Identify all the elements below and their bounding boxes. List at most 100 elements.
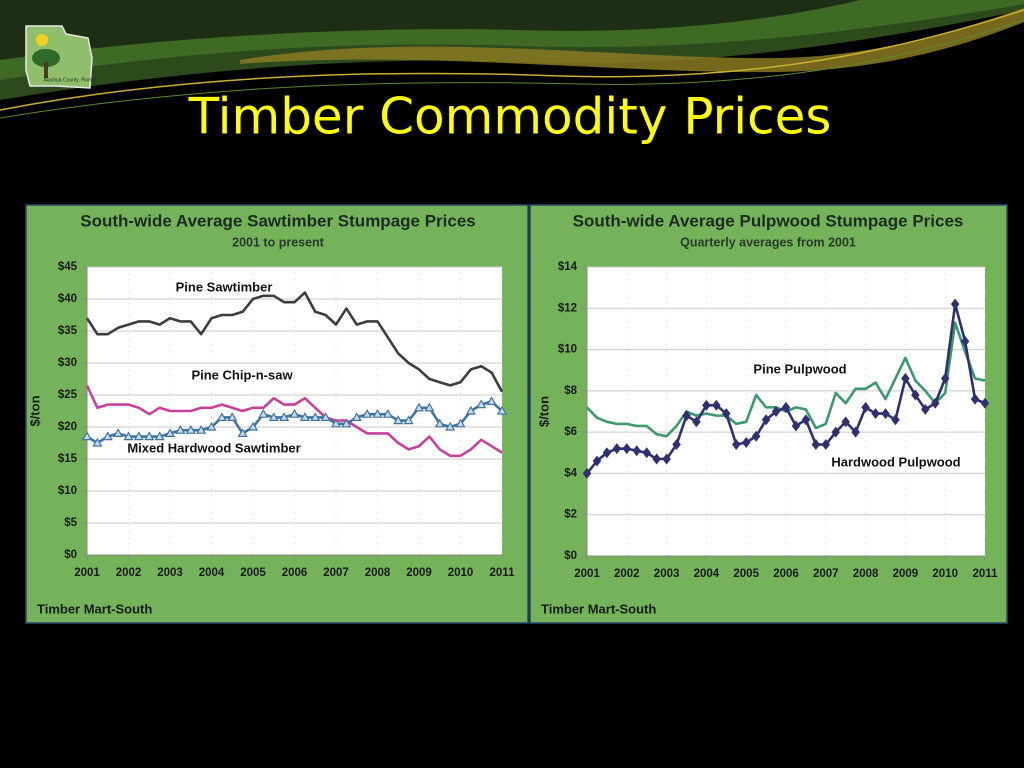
data-point bbox=[672, 439, 681, 451]
data-point bbox=[92, 437, 103, 447]
swoosh-line bbox=[0, 9, 1024, 111]
data-point bbox=[113, 428, 124, 437]
y-tick-label: $2 bbox=[564, 509, 577, 521]
data-point bbox=[206, 421, 217, 431]
data-point bbox=[455, 418, 466, 428]
x-tick-label: 2005 bbox=[733, 568, 759, 580]
y-tick-label: $8 bbox=[564, 385, 577, 397]
data-point bbox=[861, 401, 870, 413]
x-tick-label: 2011 bbox=[490, 567, 516, 579]
x-tick-label: 2006 bbox=[773, 568, 799, 580]
data-point bbox=[712, 399, 721, 411]
data-point bbox=[258, 408, 269, 418]
data-point bbox=[881, 408, 890, 420]
chart-title: South-wide Average Sawtimber Stumpage Pr… bbox=[80, 211, 476, 230]
y-tick-label: $12 bbox=[558, 302, 577, 314]
data-point bbox=[642, 447, 651, 459]
data-point bbox=[382, 408, 393, 418]
data-point bbox=[133, 431, 144, 441]
x-tick-label: 2011 bbox=[973, 568, 999, 580]
y-axis-label: $/ton bbox=[536, 396, 551, 427]
data-point bbox=[175, 424, 186, 434]
data-point bbox=[970, 393, 980, 405]
data-point bbox=[310, 412, 321, 421]
data-point bbox=[960, 335, 970, 347]
data-point bbox=[950, 298, 960, 310]
x-tick-label: 2007 bbox=[813, 568, 839, 580]
data-point bbox=[612, 443, 622, 455]
y-tick-label: $15 bbox=[58, 453, 78, 465]
series-line bbox=[85, 291, 504, 393]
data-point bbox=[731, 439, 741, 451]
x-tick-label: 2004 bbox=[694, 568, 720, 580]
data-point bbox=[351, 412, 362, 421]
y-tick-label: $4 bbox=[564, 467, 577, 479]
data-point bbox=[801, 414, 811, 426]
series-label: Pine Sawtimber bbox=[176, 279, 273, 294]
data-point bbox=[434, 418, 445, 428]
chart-subtitle: Quarterly averages from 2001 bbox=[680, 235, 856, 249]
x-tick-label: 2004 bbox=[199, 567, 225, 579]
logo-trunk bbox=[44, 62, 48, 78]
y-tick-label: $6 bbox=[564, 426, 577, 438]
y-tick-label: $5 bbox=[64, 517, 77, 529]
data-point bbox=[702, 399, 711, 411]
y-tick-label: $10 bbox=[58, 485, 77, 497]
charts: South-wide Average Sawtimber Stumpage Pr… bbox=[25, 204, 1008, 624]
data-point bbox=[341, 418, 352, 428]
chart: South-wide Average Sawtimber Stumpage Pr… bbox=[25, 204, 529, 624]
source: Timber Mart-South bbox=[541, 601, 656, 616]
y-tick-label: $10 bbox=[558, 344, 577, 356]
x-tick-label: 2009 bbox=[406, 567, 432, 579]
x-tick-label: 2003 bbox=[157, 567, 183, 579]
data-point bbox=[771, 406, 781, 417]
data-point bbox=[781, 401, 791, 413]
data-point bbox=[279, 412, 290, 421]
series-label: Pine Pulpwood bbox=[753, 361, 846, 376]
y-tick-label: $45 bbox=[58, 261, 78, 273]
data-point bbox=[164, 428, 176, 437]
y-tick-label: $25 bbox=[58, 389, 78, 401]
data-point bbox=[652, 453, 661, 465]
data-point bbox=[632, 445, 642, 457]
data-point bbox=[930, 397, 940, 409]
x-tick-label: 2010 bbox=[448, 567, 474, 579]
data-point bbox=[247, 421, 259, 431]
data-point bbox=[299, 412, 310, 421]
chart-subtitle: 2001 to present bbox=[232, 235, 325, 249]
y-tick-label: $35 bbox=[58, 325, 78, 337]
logo-text: Alachua County, Florida bbox=[44, 77, 97, 83]
chart-title: South-wide Average Pulpwood Stumpage Pri… bbox=[573, 211, 964, 230]
swoosh bbox=[0, 0, 860, 60]
data-point bbox=[741, 436, 751, 448]
y-tick-label: $0 bbox=[64, 549, 77, 561]
x-tick-label: 2001 bbox=[74, 567, 100, 579]
data-point bbox=[330, 418, 342, 428]
data-point bbox=[102, 431, 113, 441]
data-point bbox=[413, 402, 425, 412]
data-point bbox=[227, 412, 238, 421]
data-point bbox=[602, 447, 612, 459]
series-line bbox=[85, 384, 503, 458]
data-point bbox=[761, 414, 771, 426]
chart: South-wide Average Pulpwood Stumpage Pri… bbox=[529, 204, 1008, 624]
source: Timber Mart-South bbox=[37, 601, 152, 616]
data-point bbox=[622, 443, 632, 455]
y-axis-label: $/ton bbox=[27, 395, 42, 426]
data-point bbox=[662, 453, 671, 465]
slide-title: Timber Commodity Prices bbox=[188, 88, 832, 146]
data-point bbox=[424, 402, 435, 412]
data-point bbox=[476, 399, 487, 409]
data-point bbox=[486, 396, 497, 405]
data-point bbox=[911, 389, 920, 401]
data-point bbox=[268, 412, 279, 421]
y-tick-label: $0 bbox=[564, 550, 577, 562]
x-tick-label: 2002 bbox=[614, 568, 640, 580]
data-point bbox=[185, 424, 196, 434]
swoosh bbox=[240, 8, 1024, 73]
y-tick-label: $40 bbox=[58, 293, 77, 305]
data-point bbox=[393, 415, 404, 425]
data-point bbox=[811, 439, 821, 451]
x-tick-label: 2005 bbox=[240, 567, 266, 579]
data-point bbox=[891, 414, 900, 426]
